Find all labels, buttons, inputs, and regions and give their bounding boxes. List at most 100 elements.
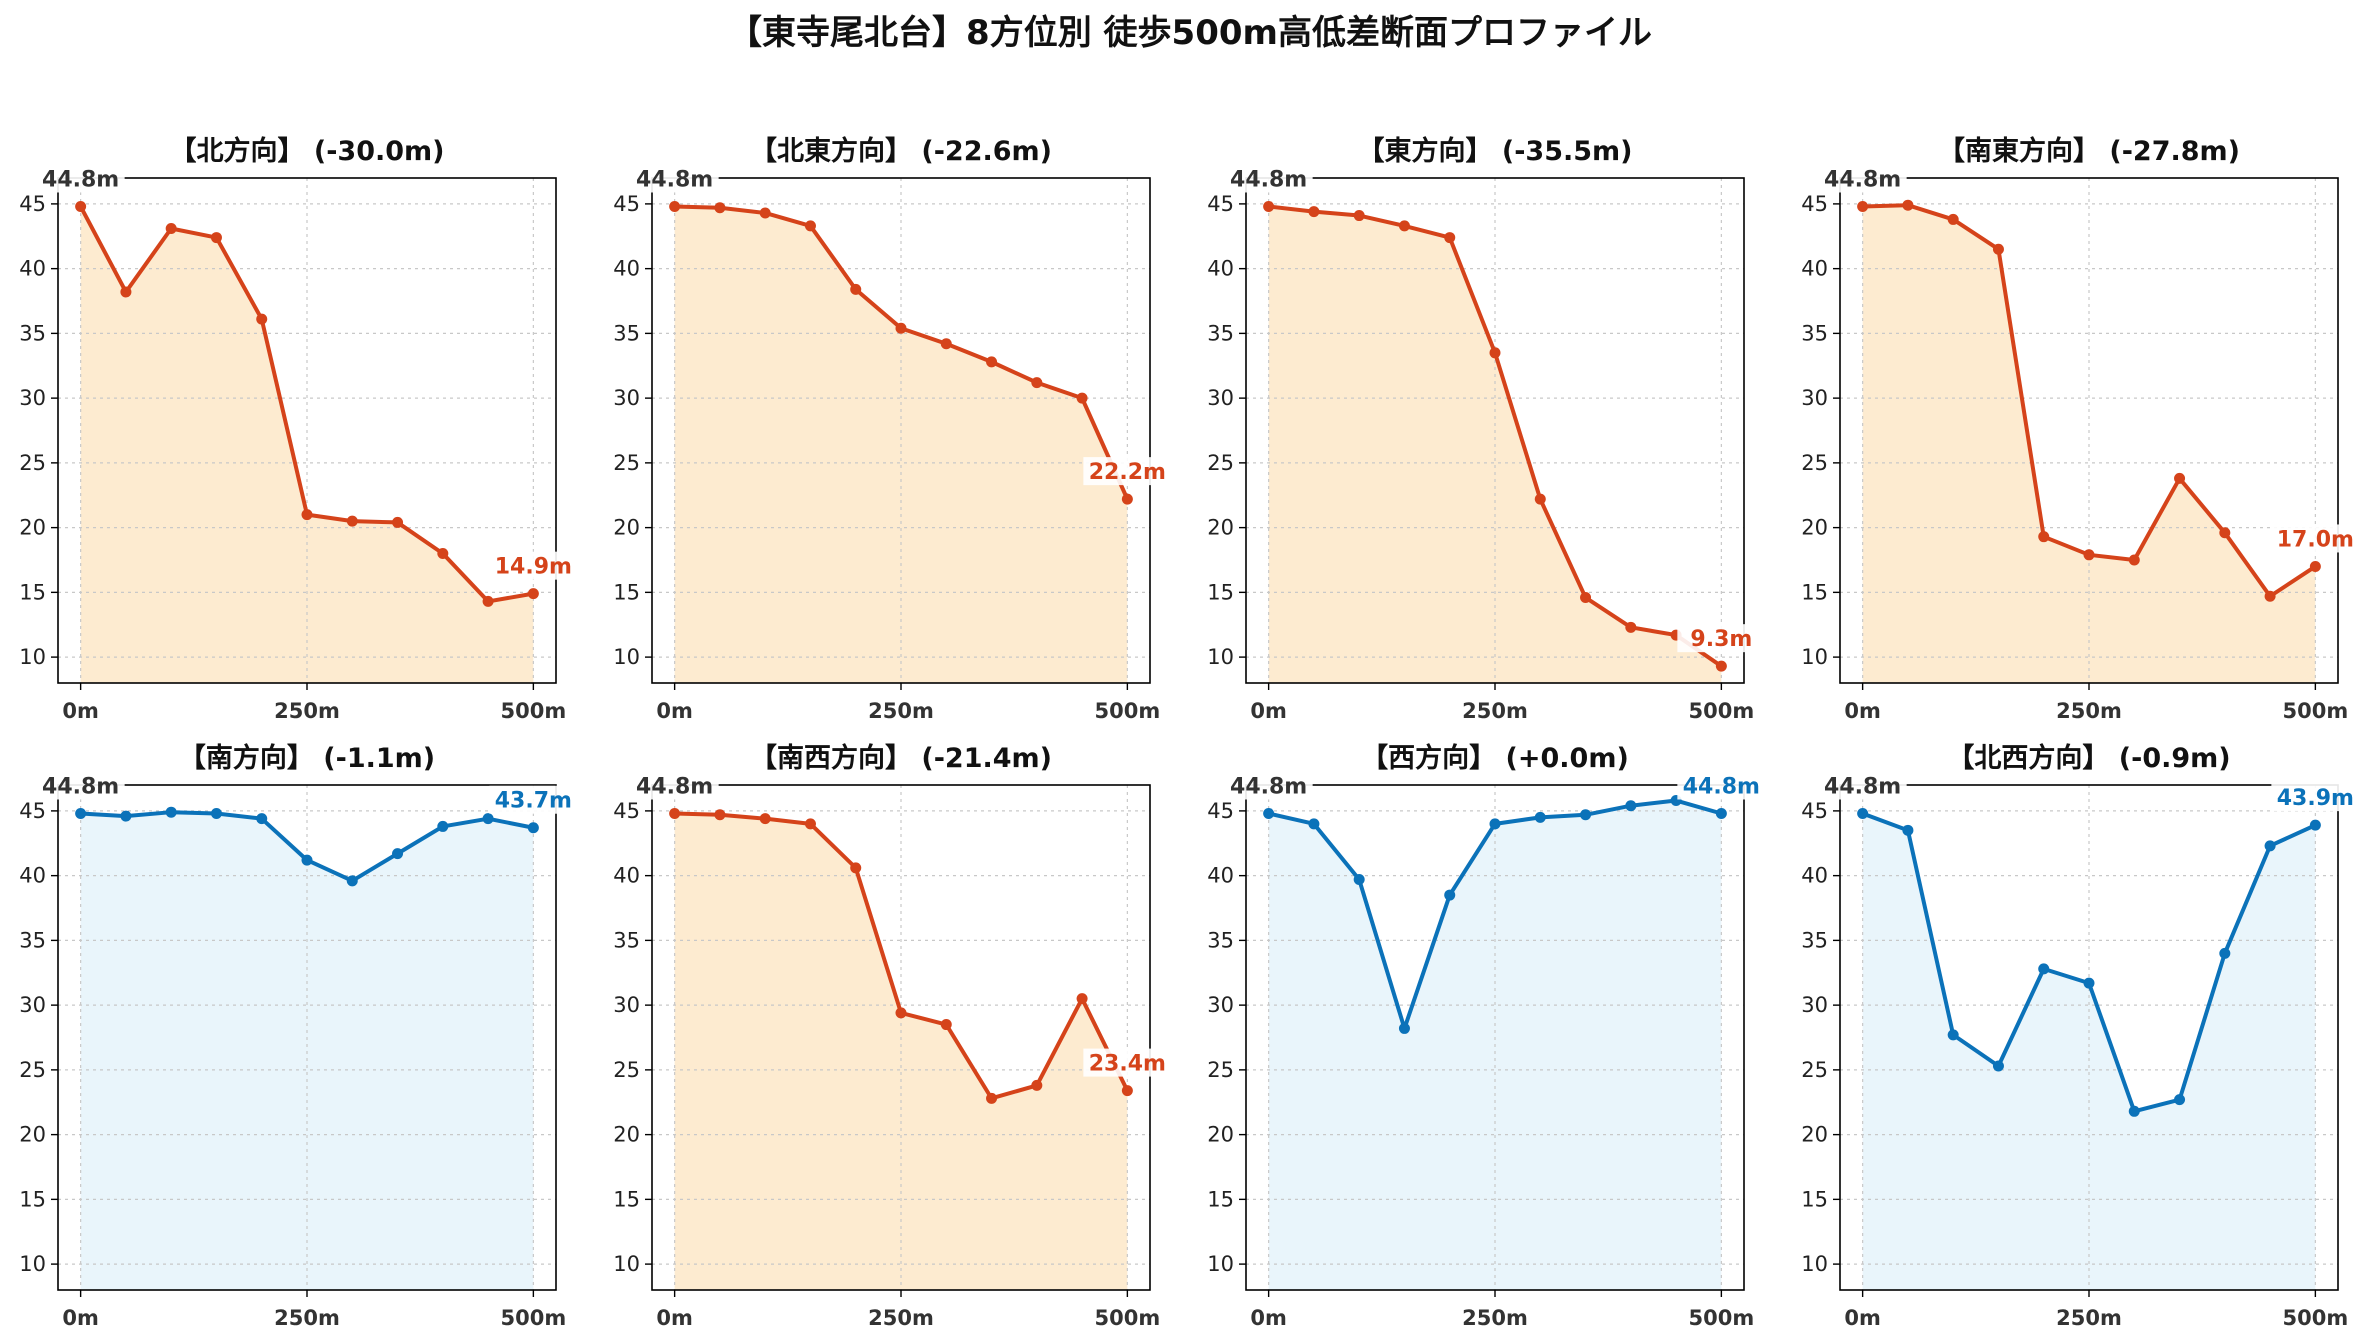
profile-point	[1398, 220, 1410, 232]
profile-point	[1625, 621, 1637, 633]
profile-point	[1992, 243, 2004, 255]
profile-panel: 【北方向】 (-30.0m) 10 15 20 25 30 35 40 45 0m 250m 500m…	[19, 135, 578, 723]
y-tick-label: 45	[613, 799, 640, 823]
profile-point	[2038, 531, 2050, 543]
start-label-box	[1818, 771, 1907, 800]
y-tick-label: 45	[19, 799, 46, 823]
profile-point	[1947, 213, 1959, 225]
y-tick-label: 15	[1801, 580, 1828, 604]
profile-point	[669, 807, 681, 819]
y-tick-label: 30	[613, 993, 640, 1017]
profile-point	[256, 813, 268, 825]
end-label-box	[1677, 624, 1766, 653]
profile-point	[986, 1092, 998, 1104]
profile-point	[1398, 1022, 1410, 1034]
start-label-box	[1224, 164, 1313, 193]
profile-point	[346, 515, 358, 527]
profile-point	[2083, 977, 2095, 989]
y-tick-label: 25	[613, 451, 640, 475]
profile-point	[2174, 1094, 2186, 1106]
start-elevation-label: 44.8m	[636, 774, 713, 799]
start-elevation-label: 44.8m	[1230, 774, 1307, 799]
y-tick-label: 45	[613, 192, 640, 216]
y-tick-label: 25	[1801, 451, 1828, 475]
end-label-box	[1083, 1048, 1172, 1077]
start-label-box	[1224, 771, 1313, 800]
profile-panel: 【南東方向】 (-27.8m) 10 15 20 25 30 35 40 45 0m 250m 500…	[1801, 135, 2360, 723]
profile-point	[669, 200, 681, 212]
profile-point	[1580, 809, 1592, 821]
x-tick-label: 0m	[62, 1306, 99, 1330]
y-tick-label: 25	[1207, 451, 1234, 475]
start-label-box	[630, 771, 719, 800]
y-tick-label: 25	[1207, 1058, 1234, 1082]
profile-panel: 【北東方向】 (-22.6m) 10 15 20 25 30 35 40 45 0m 250m 500…	[613, 135, 1172, 723]
y-tick-label: 30	[19, 386, 46, 410]
profile-point	[1076, 392, 1088, 404]
y-tick-label: 10	[613, 645, 640, 669]
profile-point	[2264, 590, 2276, 602]
profile-area-fill	[1862, 205, 2316, 683]
profile-point	[437, 820, 449, 832]
profile-panel: 【西方向】 (+0.0m) 10 15 20 25 30 35 40 45 0m 250m 500m 4…	[1207, 742, 1766, 1330]
y-tick-label: 10	[19, 645, 46, 669]
profile-point	[165, 223, 177, 234]
y-tick-label: 10	[613, 1252, 640, 1276]
profile-point	[256, 313, 268, 325]
profile-point	[1992, 1060, 2004, 1072]
profile-point	[940, 338, 952, 350]
profile-point	[1857, 200, 1869, 212]
profile-point	[210, 232, 222, 244]
profile-point	[301, 854, 313, 866]
panel-title: 【北東方向】 (-22.6m)	[750, 135, 1052, 167]
profile-point	[1353, 874, 1365, 886]
panel-title: 【南方向】 (-1.1m)	[179, 742, 435, 774]
x-tick-label: 250m	[274, 699, 340, 723]
profile-point	[759, 207, 771, 219]
y-tick-label: 20	[19, 516, 46, 540]
end-elevation-label: 17.0m	[2277, 527, 2354, 552]
y-tick-label: 15	[613, 580, 640, 604]
profile-point	[1308, 818, 1320, 830]
end-elevation-label: 14.9m	[495, 555, 572, 580]
y-tick-label: 25	[613, 1058, 640, 1082]
y-tick-label: 30	[1207, 386, 1234, 410]
y-tick-label: 20	[1801, 516, 1828, 540]
profile-point	[1902, 824, 1914, 836]
end-elevation-label: 23.4m	[1089, 1052, 1166, 1077]
x-tick-label: 500m	[1095, 1306, 1161, 1330]
profile-point	[2309, 560, 2321, 572]
profile-point	[1076, 993, 1088, 1005]
y-tick-label: 20	[19, 1123, 46, 1147]
y-tick-label: 40	[613, 864, 640, 888]
start-label-box	[36, 164, 125, 193]
profile-point	[482, 813, 494, 825]
profile-point	[2128, 554, 2140, 566]
profile-point	[895, 1007, 907, 1019]
start-label-box	[36, 771, 125, 800]
y-tick-label: 10	[1801, 1252, 1828, 1276]
y-tick-label: 15	[1207, 580, 1234, 604]
x-tick-label: 0m	[62, 699, 99, 723]
y-tick-label: 30	[1801, 386, 1828, 410]
y-tick-label: 20	[613, 1123, 640, 1147]
profile-point	[392, 516, 404, 528]
x-tick-label: 250m	[274, 1306, 340, 1330]
profile-point	[2038, 963, 2050, 975]
end-elevation-label: 22.2m	[1089, 460, 1166, 485]
x-tick-label: 0m	[1250, 1306, 1287, 1330]
profile-point	[346, 875, 358, 887]
panel-title: 【北西方向】 (-0.9m)	[1947, 742, 2230, 774]
panel-title: 【南東方向】 (-27.8m)	[1938, 135, 2240, 167]
profile-point	[1353, 210, 1365, 222]
profile-point	[1031, 1079, 1043, 1091]
figure-title: 【東寺尾北台】8方位別 徒歩500m高低差断面プロファイル	[728, 13, 1652, 53]
profile-panel: 【南方向】 (-1.1m) 10 15 20 25 30 35 40 45 0m 250m 500m 4…	[19, 742, 578, 1330]
profile-point	[1121, 493, 1133, 505]
y-tick-label: 40	[19, 864, 46, 888]
end-label-box	[2271, 783, 2360, 812]
y-tick-label: 20	[1207, 1123, 1234, 1147]
profile-panel: 【北西方向】 (-0.9m) 10 15 20 25 30 35 40 45 0m 250m 500m…	[1801, 742, 2360, 1330]
profile-point	[759, 813, 771, 825]
